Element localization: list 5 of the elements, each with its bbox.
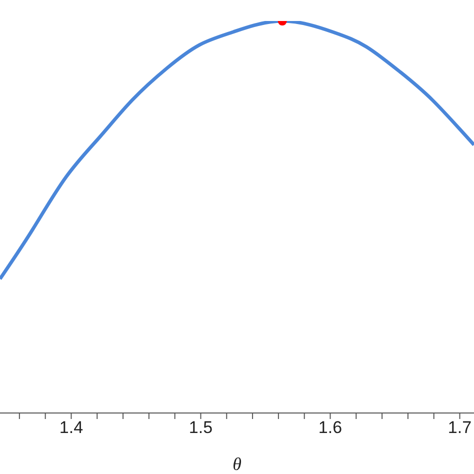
x-tick-label: 1.4 — [59, 418, 84, 438]
x-tick-label: 1.5 — [188, 418, 213, 438]
x-tick-label: 1.7 — [448, 418, 472, 438]
x-tick-label: 1.6 — [318, 418, 342, 438]
x-axis-title: θ — [232, 454, 242, 474]
